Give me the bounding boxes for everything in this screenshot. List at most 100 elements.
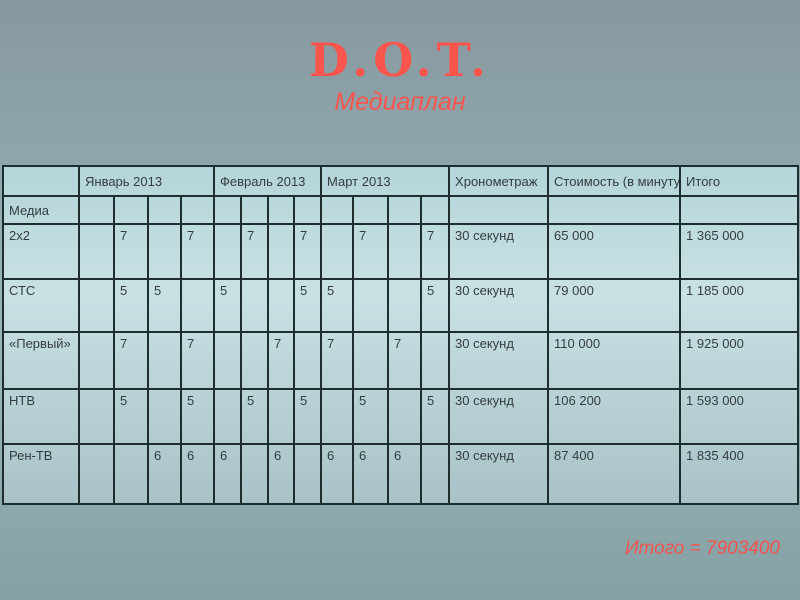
- spot-cell: [78, 195, 115, 225]
- spot-cell: [320, 223, 355, 280]
- table-row-rentv: Рен-ТВ 6 6 6 6 6 6 6 30 секунд 87 400 1 …: [2, 443, 800, 505]
- cost-cell: [547, 195, 682, 225]
- media-cell: 2x2: [2, 223, 80, 280]
- spot-cell: [147, 195, 182, 225]
- spot-cell: 7: [113, 223, 149, 280]
- spot-cell: [213, 195, 243, 225]
- cost-cell: 65 000: [547, 223, 682, 280]
- spot-cell: 5: [293, 278, 323, 333]
- spot-cell: [420, 443, 451, 505]
- table-row-media-label: Медиа: [2, 195, 800, 225]
- total-cell: 1 185 000: [679, 278, 800, 333]
- spot-cell: [420, 331, 451, 390]
- spot-cell: [352, 195, 390, 225]
- mediaplan-table: Январь 2013 Февраль 2013 Март 2013 Хроно…: [2, 165, 800, 505]
- media-cell: «Первый»: [2, 331, 80, 390]
- spot-cell: 6: [267, 443, 296, 505]
- spot-cell: 6: [387, 443, 423, 505]
- spot-cell: 5: [320, 278, 355, 333]
- spot-cell: 6: [213, 443, 243, 505]
- spot-cell: [240, 331, 270, 390]
- spot-cell: [113, 443, 149, 505]
- spot-cell: 7: [179, 331, 216, 390]
- spot-cell: 7: [293, 223, 323, 280]
- timing-cell: 30 секунд: [448, 223, 550, 280]
- spot-cell: [147, 331, 182, 390]
- spot-cell: 7: [179, 223, 216, 280]
- spot-cell: 5: [113, 388, 149, 445]
- spot-cell: [78, 388, 115, 445]
- spot-cell: [387, 278, 423, 333]
- timing-header: Хронометраж: [448, 165, 550, 197]
- spot-cell: [267, 278, 296, 333]
- spot-cell: [420, 195, 451, 225]
- page-title: D.O.T.: [309, 33, 491, 87]
- timing-cell: 30 секунд: [448, 331, 550, 390]
- spot-cell: [240, 195, 270, 225]
- spot-cell: 7: [267, 331, 296, 390]
- month-header-january: Январь 2013: [77, 165, 216, 197]
- cost-cell: 79 000: [547, 278, 682, 333]
- spot-cell: [78, 223, 115, 280]
- spot-cell: [267, 223, 296, 280]
- spot-cell: 5: [420, 278, 451, 333]
- total-cell: 1 925 000: [679, 331, 800, 390]
- media-cell: СТС: [2, 278, 80, 333]
- spot-cell: 7: [113, 331, 149, 390]
- total-cell: 1 593 000: [679, 388, 800, 445]
- spot-cell: 5: [213, 278, 243, 333]
- spot-cell: [387, 223, 423, 280]
- table-row-month-headers: Январь 2013 Февраль 2013 Март 2013 Хроно…: [2, 165, 800, 197]
- cost-header: Стоимость (в минуту): [547, 165, 682, 197]
- total-cell: 1 365 000: [679, 223, 800, 280]
- cost-cell: 106 200: [547, 388, 682, 445]
- spot-cell: 6: [147, 443, 182, 505]
- spot-cell: [78, 278, 115, 333]
- spot-cell: 5: [352, 388, 390, 445]
- spot-cell: 7: [420, 223, 451, 280]
- spot-cell: [320, 388, 355, 445]
- spot-cell: [293, 331, 323, 390]
- table-row-sts: СТС 5 5 5 5 5 5 30 секунд 79 000 1 185 0…: [2, 278, 800, 333]
- spot-cell: [352, 331, 390, 390]
- corner-cell: [2, 165, 80, 197]
- spot-cell: 5: [420, 388, 451, 445]
- total-cell: [679, 195, 800, 225]
- spot-cell: [293, 443, 323, 505]
- spot-cell: 5: [179, 388, 216, 445]
- spot-cell: 7: [387, 331, 423, 390]
- spot-cell: [240, 443, 270, 505]
- table-row-2x2: 2x2 7 7 7 7 7 7 30 секунд 65 000 1 365 0…: [2, 223, 800, 280]
- spot-cell: [267, 388, 296, 445]
- spot-cell: [387, 388, 423, 445]
- spot-cell: [147, 388, 182, 445]
- media-header: Медиа: [2, 195, 80, 225]
- spot-cell: [293, 195, 323, 225]
- title-block: D.O.T. Медиаплан: [0, 36, 800, 117]
- media-cell: НТВ: [2, 388, 80, 445]
- month-header-march: Март 2013: [320, 165, 451, 197]
- grand-total-text: Итого = 7903400: [624, 538, 780, 559]
- table-row-ntv: НТВ 5 5 5 5 5 5 30 секунд 106 200 1 593 …: [2, 388, 800, 445]
- spot-cell: [78, 331, 115, 390]
- page-subtitle: Медиаплан: [334, 88, 466, 116]
- spot-cell: [147, 223, 182, 280]
- table-row-perviy: «Первый» 7 7 7 7 7 30 секунд 110 000 1 9…: [2, 331, 800, 390]
- spot-cell: [387, 195, 423, 225]
- spot-cell: [179, 278, 216, 333]
- total-header: Итого: [679, 165, 800, 197]
- spot-cell: 5: [240, 388, 270, 445]
- spot-cell: [267, 195, 296, 225]
- spot-cell: 6: [320, 443, 355, 505]
- spot-cell: 5: [293, 388, 323, 445]
- timing-cell: 30 секунд: [448, 278, 550, 333]
- cost-cell: 110 000: [547, 331, 682, 390]
- spot-cell: [320, 195, 355, 225]
- cost-cell: 87 400: [547, 443, 682, 505]
- spot-cell: 6: [352, 443, 390, 505]
- media-cell: Рен-ТВ: [2, 443, 80, 505]
- total-cell: 1 835 400: [679, 443, 800, 505]
- spot-cell: [213, 331, 243, 390]
- spot-cell: 7: [352, 223, 390, 280]
